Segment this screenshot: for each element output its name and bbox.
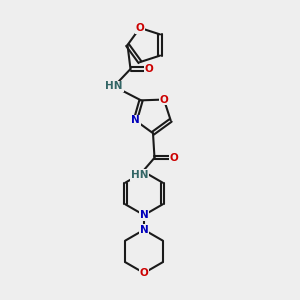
Text: N: N [131, 115, 140, 125]
Text: O: O [145, 64, 154, 74]
Text: O: O [169, 153, 178, 163]
Text: HN: HN [131, 170, 148, 180]
Text: N: N [140, 225, 148, 235]
Text: O: O [136, 23, 144, 33]
Text: O: O [160, 94, 168, 105]
Text: O: O [140, 268, 148, 278]
Text: HN: HN [105, 81, 123, 92]
Text: N: N [140, 210, 148, 220]
